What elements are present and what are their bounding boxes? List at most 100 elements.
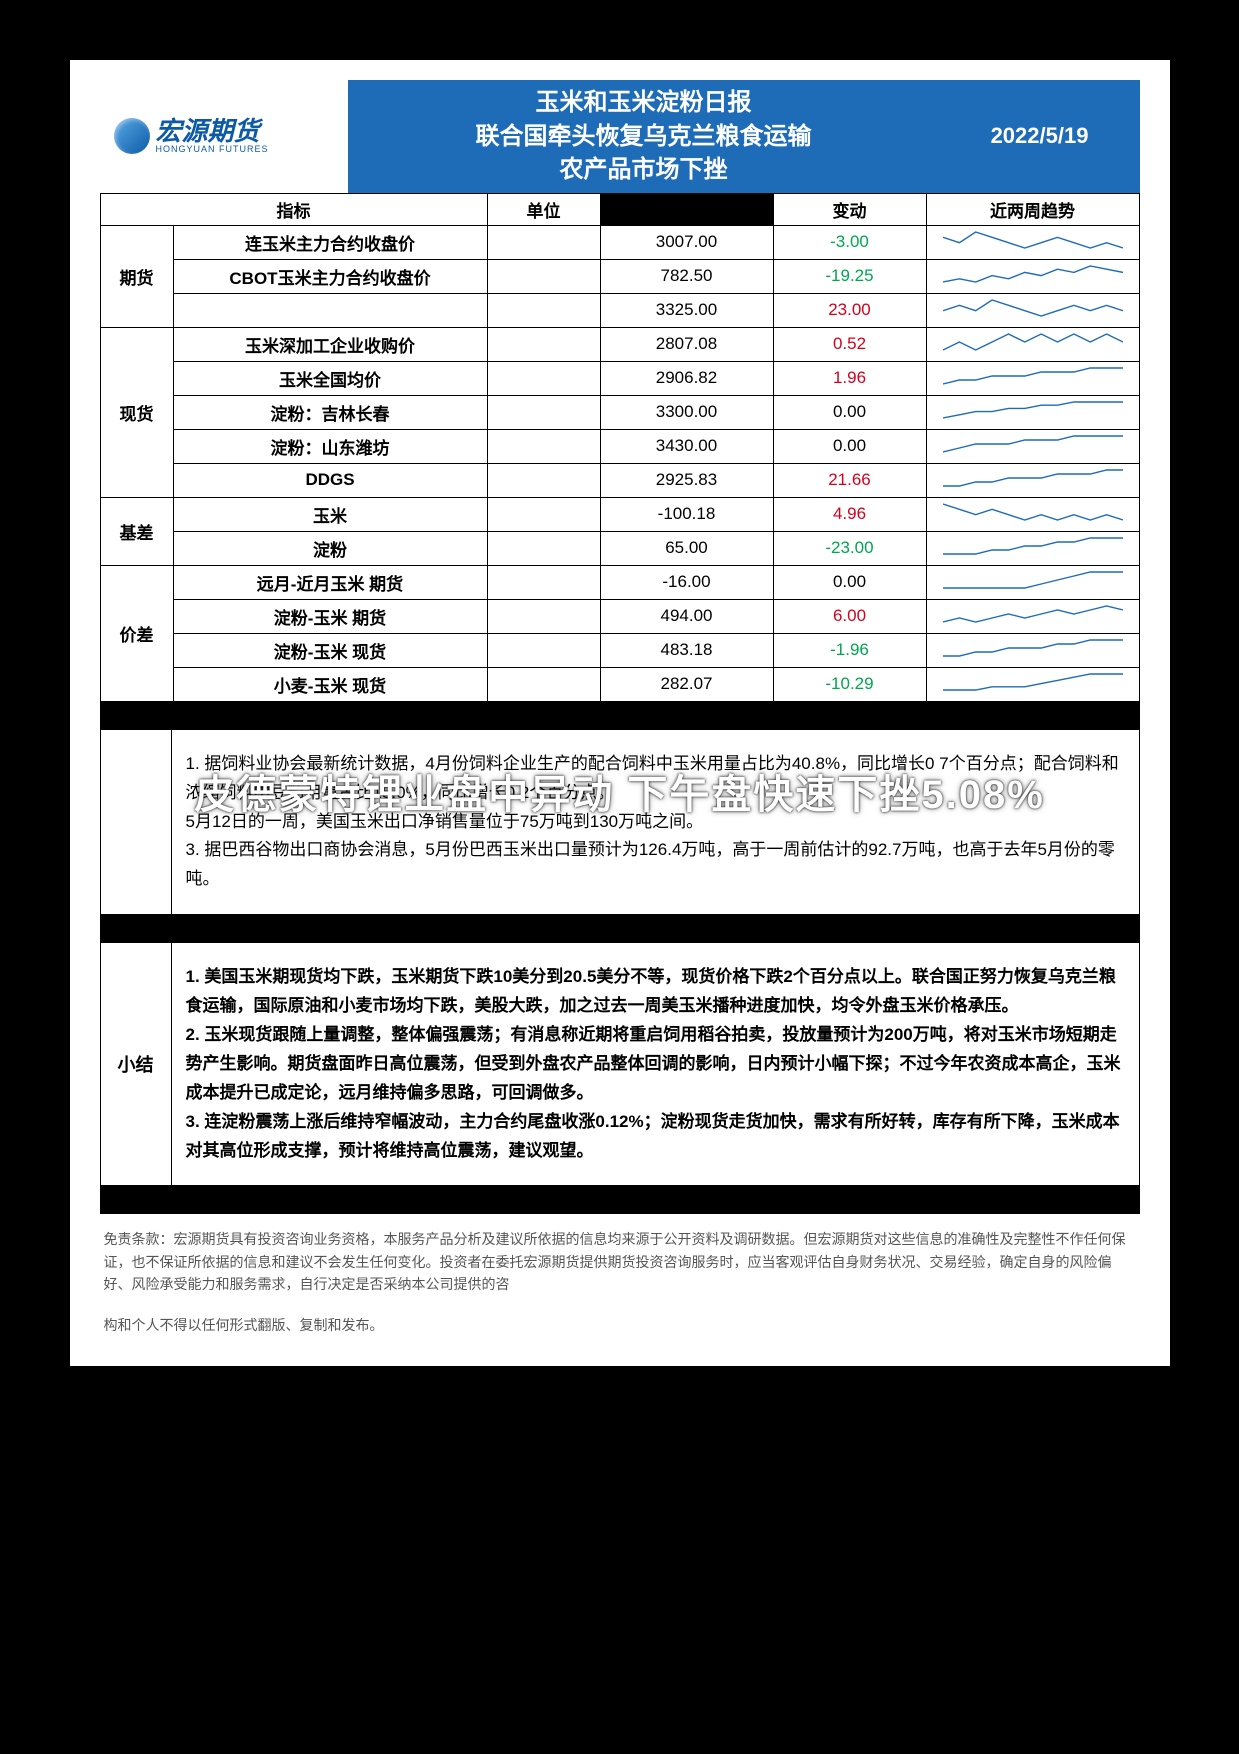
unit-cell — [487, 361, 600, 395]
news-item: 1. 据饲料业协会最新统计数据，4月份饲料企业生产的配合饲料中玉米用量占比为40… — [186, 750, 1125, 808]
trend-cell — [926, 463, 1139, 497]
trend-cell — [926, 395, 1139, 429]
summary-item: 1. 美国玉米期现货均下跌，玉米期货下跌10美分到20.5美分不等，现货价格下跌… — [186, 963, 1125, 1021]
unit-cell — [487, 531, 600, 565]
disclaimer: 免责条款：宏源期货具有投资咨询业务资格，本服务产品分析及建议所依据的信息均来源于… — [100, 1214, 1140, 1336]
sparkline-icon — [943, 637, 1123, 659]
value-cell: 282.07 — [600, 667, 773, 701]
unit-cell — [487, 565, 600, 599]
summary-body: 1. 美国玉米期现货均下跌，玉米期货下跌10美分到20.5美分不等，现货价格下跌… — [172, 943, 1139, 1185]
change-cell: 0.00 — [773, 395, 926, 429]
summary-item: 2. 玉米现货跟随上量调整，整体偏强震荡；有消息称近期将重启饲用稻谷拍卖，投放量… — [186, 1021, 1125, 1108]
value-cell: 3300.00 — [600, 395, 773, 429]
col-change: 变动 — [773, 193, 926, 225]
trend-cell — [926, 429, 1139, 463]
unit-cell — [487, 327, 600, 361]
value-cell: 3007.00 — [600, 225, 773, 259]
table-row: 基差玉米-100.184.96 — [100, 497, 1139, 531]
summary-label: 小结 — [101, 943, 172, 1185]
table-row: CBOT玉米主力合约收盘价782.50-19.25 — [100, 259, 1139, 293]
title-line-3: 农产品市场下挫 — [348, 153, 940, 187]
sparkline-icon — [943, 365, 1123, 387]
summary-item: 3. 连淀粉震荡上涨后维持窄幅波动，主力合约尾盘收涨0.12%；淀粉现货走货加快… — [186, 1108, 1125, 1166]
divider-bar — [100, 915, 1140, 943]
table-row: 淀粉-玉米 现货 483.18-1.96 — [100, 633, 1139, 667]
title-line-2: 联合国牵头恢复乌克兰粮食运输 — [348, 120, 940, 154]
value-cell: 65.00 — [600, 531, 773, 565]
indicator-cell: 淀粉-玉米 现货 — [173, 633, 487, 667]
sparkline-icon — [943, 399, 1123, 421]
indicator-cell: 玉米 — [173, 497, 487, 531]
news-body: 1. 据饲料业协会最新统计数据，4月份饲料企业生产的配合饲料中玉米用量占比为40… — [172, 730, 1139, 914]
table-row: 淀粉：山东潍坊3430.000.00 — [100, 429, 1139, 463]
sparkline-icon — [943, 603, 1123, 625]
category-cell: 期货 — [100, 225, 173, 327]
change-cell: -23.00 — [773, 531, 926, 565]
logo-subtitle: HONGYUAN FUTURES — [156, 144, 269, 154]
trend-cell — [926, 633, 1139, 667]
value-cell: 3325.00 — [600, 293, 773, 327]
report-header: 宏源期货 HONGYUAN FUTURES 玉米和玉米淀粉日报 联合国牵头恢复乌… — [100, 80, 1140, 193]
value-cell: 483.18 — [600, 633, 773, 667]
table-row: 3325.0023.00 — [100, 293, 1139, 327]
indicator-cell: 小麦-玉米 现货 — [173, 667, 487, 701]
table-row: 现货玉米深加工企业收购价2807.080.52 — [100, 327, 1139, 361]
unit-cell — [487, 633, 600, 667]
sparkline-icon — [943, 501, 1123, 523]
logo-icon — [114, 118, 150, 154]
value-cell: 2807.08 — [600, 327, 773, 361]
news-section-wrap: 1. 据饲料业协会最新统计数据，4月份饲料企业生产的配合饲料中玉米用量占比为40… — [100, 730, 1140, 915]
disclaimer-para-2: 构和个人不得以任何形式翻版、复制和发布。 — [104, 1314, 1136, 1336]
report-date: 2022/5/19 — [940, 80, 1140, 193]
summary-section: 小结 1. 美国玉米期现货均下跌，玉米期货下跌10美分到20.5美分不等，现货价… — [100, 943, 1140, 1186]
category-cell: 价差 — [100, 565, 173, 701]
unit-cell — [487, 463, 600, 497]
value-cell: 782.50 — [600, 259, 773, 293]
change-cell: 6.00 — [773, 599, 926, 633]
unit-cell — [487, 667, 600, 701]
report-title: 玉米和玉米淀粉日报 联合国牵头恢复乌克兰粮食运输 农产品市场下挫 — [348, 80, 940, 193]
news-section: 1. 据饲料业协会最新统计数据，4月份饲料企业生产的配合饲料中玉米用量占比为40… — [100, 730, 1140, 915]
indicator-cell: 连玉米主力合约收盘价 — [173, 225, 487, 259]
change-cell: -19.25 — [773, 259, 926, 293]
change-cell: -3.00 — [773, 225, 926, 259]
unit-cell — [487, 429, 600, 463]
trend-cell — [926, 361, 1139, 395]
news-item: 5月12日的一周，美国玉米出口净销售量位于75万吨到130万吨之间。 — [186, 808, 1125, 837]
value-cell: -100.18 — [600, 497, 773, 531]
trend-cell — [926, 327, 1139, 361]
trend-cell — [926, 667, 1139, 701]
change-cell: 21.66 — [773, 463, 926, 497]
table-row: 淀粉-玉米 期货494.006.00 — [100, 599, 1139, 633]
col-trend: 近两周趋势 — [926, 193, 1139, 225]
indicator-cell — [173, 293, 487, 327]
value-cell: 494.00 — [600, 599, 773, 633]
col-unit: 单位 — [487, 193, 600, 225]
change-cell: 23.00 — [773, 293, 926, 327]
news-item: 3. 据巴西谷物出口商协会消息，5月份巴西玉米出口量预计为126.4万吨，高于一… — [186, 836, 1125, 894]
sparkline-icon — [943, 569, 1123, 591]
unit-cell — [487, 497, 600, 531]
logo-name: 宏源期货 — [156, 118, 269, 144]
sparkline-icon — [943, 467, 1123, 489]
unit-cell — [487, 395, 600, 429]
sparkline-icon — [943, 535, 1123, 557]
value-cell: 3430.00 — [600, 429, 773, 463]
divider-bar — [100, 702, 1140, 730]
company-logo: 宏源期货 HONGYUAN FUTURES — [114, 118, 269, 154]
change-cell: -1.96 — [773, 633, 926, 667]
indicator-cell: 玉米全国均价 — [173, 361, 487, 395]
table-row: 淀粉65.00-23.00 — [100, 531, 1139, 565]
trend-cell — [926, 225, 1139, 259]
indicator-cell: 淀粉：山东潍坊 — [173, 429, 487, 463]
title-line-1: 玉米和玉米淀粉日报 — [348, 86, 940, 120]
news-label — [101, 730, 172, 914]
sparkline-icon — [943, 229, 1123, 251]
table-row: 小麦-玉米 现货282.07-10.29 — [100, 667, 1139, 701]
sparkline-icon — [943, 671, 1123, 693]
table-row: 期货连玉米主力合约收盘价3007.00-3.00 — [100, 225, 1139, 259]
category-cell: 现货 — [100, 327, 173, 497]
value-cell: -16.00 — [600, 565, 773, 599]
indicator-cell: 玉米深加工企业收购价 — [173, 327, 487, 361]
trend-cell — [926, 293, 1139, 327]
